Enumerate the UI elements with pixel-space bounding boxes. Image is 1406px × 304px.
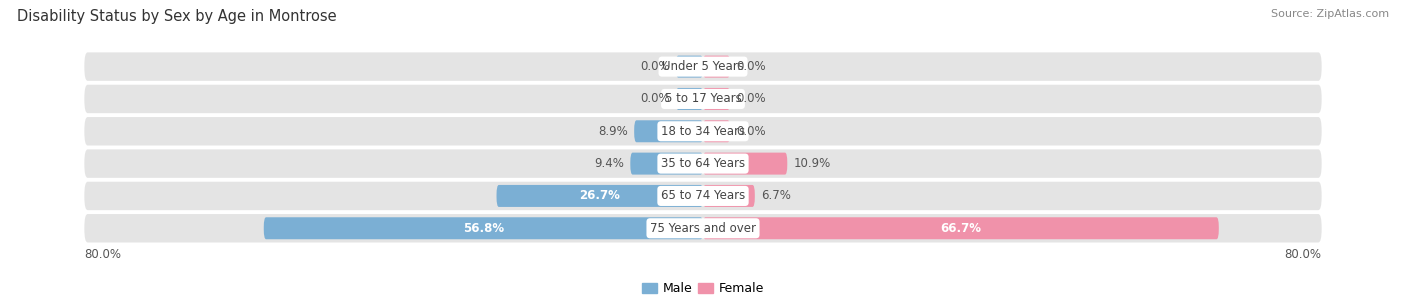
FancyBboxPatch shape	[84, 182, 1322, 210]
Text: 35 to 64 Years: 35 to 64 Years	[661, 157, 745, 170]
FancyBboxPatch shape	[703, 153, 787, 174]
FancyBboxPatch shape	[630, 153, 703, 174]
Legend: Male, Female: Male, Female	[637, 277, 769, 300]
FancyBboxPatch shape	[634, 120, 703, 142]
Text: 6.7%: 6.7%	[761, 189, 790, 202]
Text: 80.0%: 80.0%	[84, 248, 121, 261]
FancyBboxPatch shape	[84, 117, 1322, 146]
Text: 0.0%: 0.0%	[737, 92, 766, 105]
Text: 8.9%: 8.9%	[598, 125, 628, 138]
FancyBboxPatch shape	[676, 88, 703, 110]
FancyBboxPatch shape	[703, 185, 755, 207]
Text: 0.0%: 0.0%	[640, 92, 669, 105]
Text: 10.9%: 10.9%	[793, 157, 831, 170]
FancyBboxPatch shape	[676, 56, 703, 78]
Text: 9.4%: 9.4%	[595, 157, 624, 170]
Text: 0.0%: 0.0%	[737, 60, 766, 73]
Text: 0.0%: 0.0%	[640, 60, 669, 73]
FancyBboxPatch shape	[264, 217, 703, 239]
Text: 26.7%: 26.7%	[579, 189, 620, 202]
Text: 66.7%: 66.7%	[941, 222, 981, 235]
FancyBboxPatch shape	[703, 88, 730, 110]
Text: 0.0%: 0.0%	[737, 125, 766, 138]
FancyBboxPatch shape	[84, 85, 1322, 113]
FancyBboxPatch shape	[703, 56, 730, 78]
FancyBboxPatch shape	[84, 214, 1322, 243]
Text: 75 Years and over: 75 Years and over	[650, 222, 756, 235]
Text: 80.0%: 80.0%	[1285, 248, 1322, 261]
Text: Disability Status by Sex by Age in Montrose: Disability Status by Sex by Age in Montr…	[17, 9, 336, 24]
FancyBboxPatch shape	[703, 120, 730, 142]
FancyBboxPatch shape	[496, 185, 703, 207]
Text: 56.8%: 56.8%	[463, 222, 503, 235]
Text: 5 to 17 Years: 5 to 17 Years	[665, 92, 741, 105]
Text: Source: ZipAtlas.com: Source: ZipAtlas.com	[1271, 9, 1389, 19]
FancyBboxPatch shape	[84, 149, 1322, 178]
Text: Under 5 Years: Under 5 Years	[662, 60, 744, 73]
FancyBboxPatch shape	[703, 217, 1219, 239]
FancyBboxPatch shape	[84, 52, 1322, 81]
Text: 18 to 34 Years: 18 to 34 Years	[661, 125, 745, 138]
Text: 65 to 74 Years: 65 to 74 Years	[661, 189, 745, 202]
